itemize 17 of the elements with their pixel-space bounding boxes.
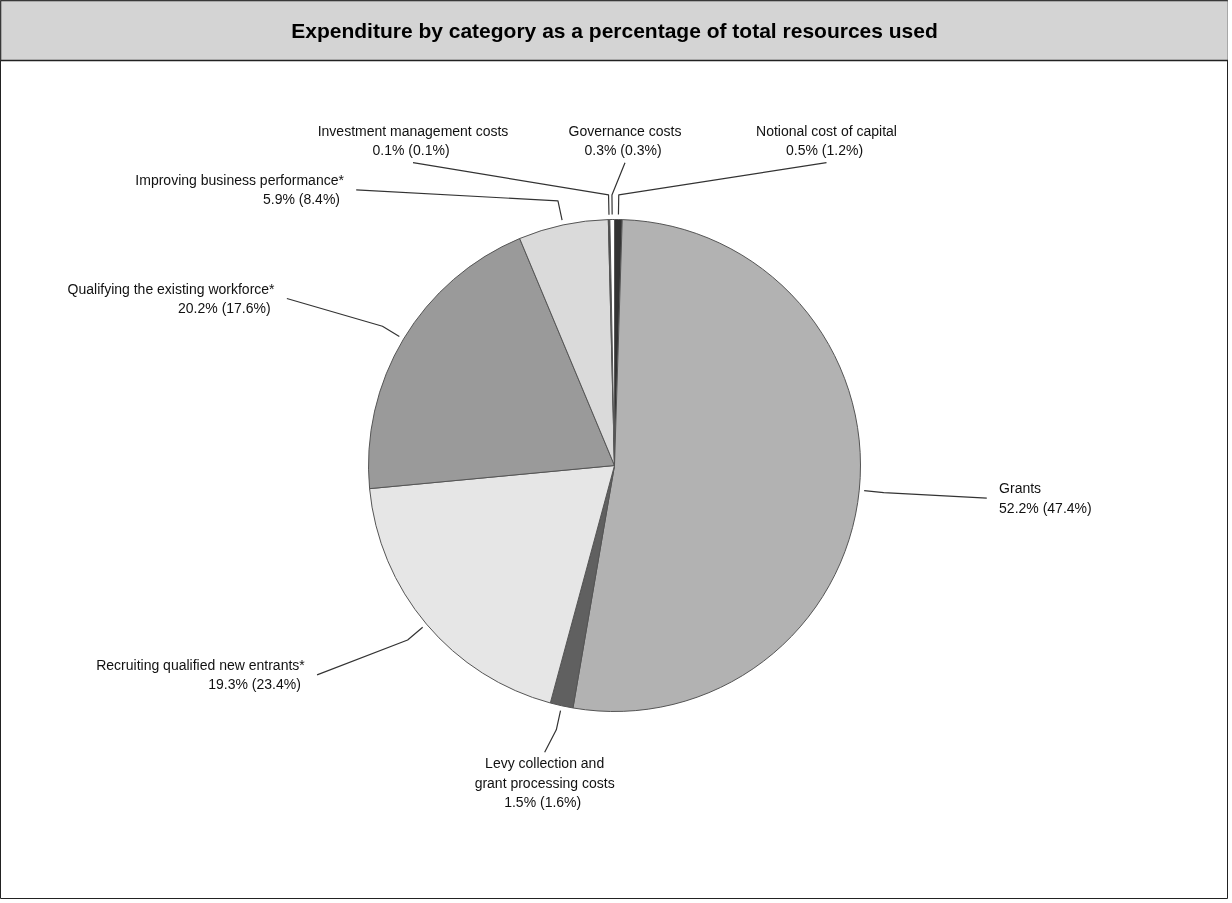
data-label: 0.5% (1.2%) bbox=[786, 142, 864, 159]
slice-label: Grants bbox=[999, 480, 1042, 497]
data-label: 5.9% (8.4%) bbox=[262, 191, 341, 208]
slice-label: Improving business performance* bbox=[135, 172, 345, 189]
slice-label: Governance costs bbox=[568, 123, 682, 140]
slice-label: Levy collection and grant processing costs bbox=[474, 755, 615, 791]
data-label: 19.3% (23.4%) bbox=[208, 676, 301, 693]
slice-label: Investment management costs bbox=[317, 123, 509, 140]
slice-label: Qualifying the existing workforce* bbox=[67, 280, 276, 297]
data-label: 20.2% (17.6%) bbox=[178, 300, 271, 317]
data-label: 52.2% (47.4%) bbox=[999, 499, 1092, 516]
data-label: 0.1% (0.1%) bbox=[372, 142, 450, 159]
data-label: 1.5% (1.6%) bbox=[504, 793, 582, 810]
data-label: 0.3% (0.3%) bbox=[584, 142, 662, 159]
slice-label: Recruiting qualified new entrants* bbox=[96, 657, 306, 674]
chart-title: Expenditure by category as a percentage of total resources used bbox=[291, 19, 938, 42]
slice-label: Notional cost of capital bbox=[756, 123, 897, 140]
